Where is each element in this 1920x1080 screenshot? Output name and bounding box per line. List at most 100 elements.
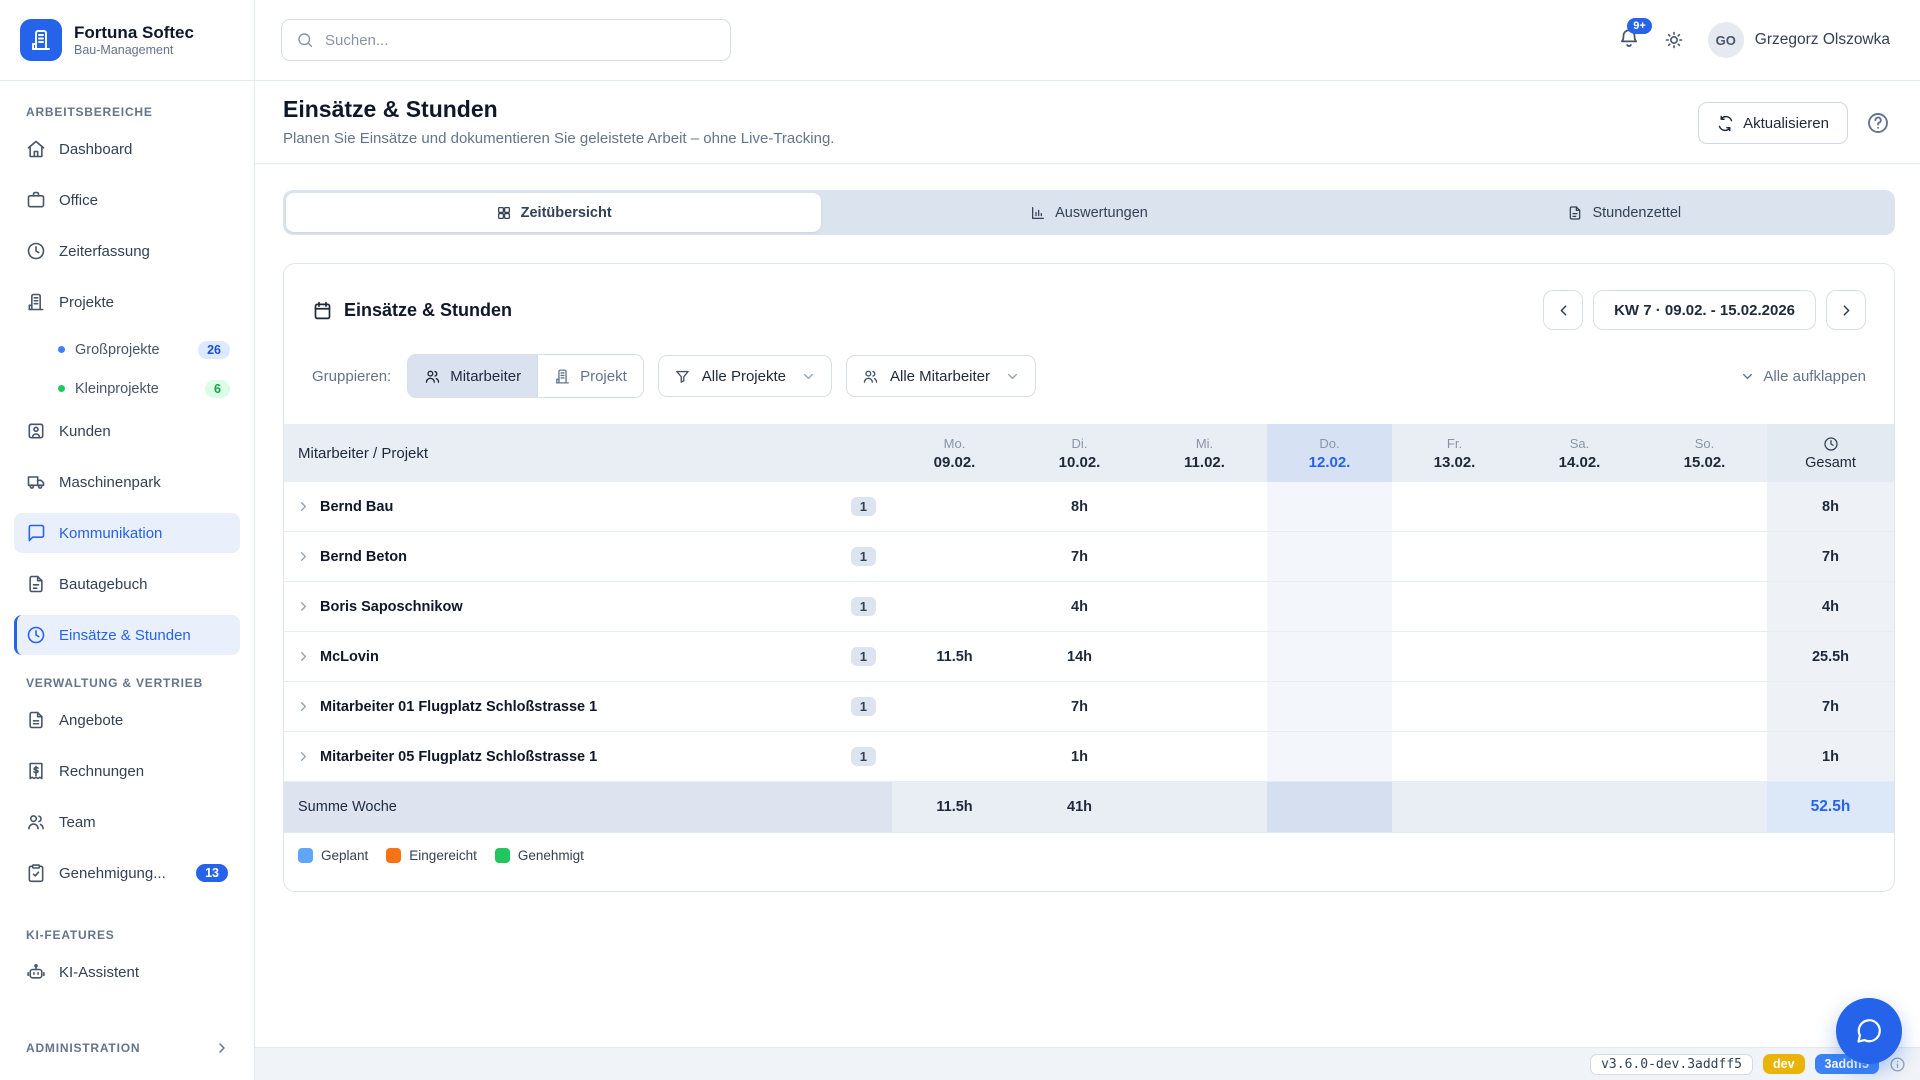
expand-row-chevron-icon[interactable] [296,499,311,514]
sidebar-item-maschinenpark[interactable]: Maschinenpark [14,462,240,502]
day-cell[interactable] [1642,682,1767,731]
day-cell[interactable] [1517,482,1642,531]
table-row[interactable]: Mitarbeiter 05 Flugplatz Schloßstrasse 1… [284,732,1894,782]
chat-fab-button[interactable] [1836,998,1902,1064]
search-input[interactable] [325,31,716,49]
day-cell-today[interactable] [1267,682,1392,731]
tab-zeituebersicht[interactable]: Zeitübersicht [286,193,822,232]
expand-row-chevron-icon[interactable] [296,599,311,614]
sidebar-item-kleinprojekte[interactable]: Kleinprojekte 6 [14,372,240,405]
help-button[interactable] [1866,111,1890,135]
day-cell[interactable] [892,582,1017,631]
sidebar-section-administration[interactable]: ADMINISTRATION [26,1040,240,1056]
day-cell[interactable] [892,482,1017,531]
day-cell[interactable] [1142,582,1267,631]
day-cell[interactable] [1142,732,1267,781]
employees-filter-dropdown[interactable]: Alle Mitarbeiter [845,355,1037,397]
table-row[interactable]: McLovin 1 11.5h 14h 25.5h [284,632,1894,682]
sidebar-item-team[interactable]: Team [14,802,240,842]
expand-row-chevron-icon[interactable] [296,649,311,664]
sidebar-item-einsaetze-stunden[interactable]: Einsätze & Stunden [14,615,240,655]
day-cell[interactable]: 1h [1071,748,1088,765]
day-cell[interactable] [1642,632,1767,681]
day-cell[interactable] [1392,682,1517,731]
day-cell[interactable] [1392,732,1517,781]
day-cell[interactable] [1392,482,1517,531]
day-cell[interactable] [892,732,1017,781]
day-cell[interactable] [1517,682,1642,731]
sidebar-item-rechnungen[interactable]: Rechnungen [14,751,240,791]
week-navigation: KW 7 · 09.02. - 15.02.2026 [1543,290,1866,330]
day-cell[interactable] [1517,582,1642,631]
sidebar-item-projekte[interactable]: Projekte [14,282,240,322]
day-cell[interactable]: 14h [1067,648,1092,665]
day-cell[interactable]: 7h [1071,698,1088,715]
tab-stundenzettel[interactable]: Stundenzettel [1357,193,1892,232]
expand-row-chevron-icon[interactable] [296,749,311,764]
sidebar-item-office[interactable]: Office [14,180,240,220]
day-cell[interactable] [1642,532,1767,581]
message-circle-icon [1855,1017,1883,1045]
table-row[interactable]: Bernd Beton 1 7h 7h [284,532,1894,582]
day-cell[interactable] [1517,732,1642,781]
day-cell[interactable]: 11.5h [936,648,973,665]
user-menu[interactable]: GO Grzegorz Olszowka [1707,22,1890,58]
row-total: 7h [1767,532,1894,581]
day-cell[interactable] [892,532,1017,581]
week-range-button[interactable]: KW 7 · 09.02. - 15.02.2026 [1593,290,1816,330]
row-total: 7h [1767,682,1894,731]
day-cell[interactable] [1642,482,1767,531]
group-by-mitarbeiter[interactable]: Mitarbeiter [408,355,538,397]
day-cell[interactable] [1392,582,1517,631]
day-cell[interactable]: 4h [1071,598,1088,615]
day-cell[interactable]: 7h [1071,548,1088,565]
sidebar-item-dashboard[interactable]: Dashboard [14,129,240,169]
sidebar-item-kommunikation[interactable]: Kommunikation [14,513,240,553]
day-cell-today[interactable] [1267,482,1392,531]
tab-auswertungen[interactable]: Auswertungen [821,193,1356,232]
users-icon [26,812,46,832]
sidebar-item-grossprojekte[interactable]: Großprojekte 26 [14,333,240,366]
info-icon[interactable] [1889,1056,1906,1073]
sidebar-item-bautagebuch[interactable]: Bautagebuch [14,564,240,604]
day-cell[interactable] [1142,682,1267,731]
sidebar-item-ki-assistent[interactable]: KI-Assistent [14,952,240,992]
sidebar-item-zeiterfassung[interactable]: Zeiterfassung [14,231,240,271]
next-week-button[interactable] [1826,290,1866,330]
search-box [281,19,731,61]
expand-row-chevron-icon[interactable] [296,549,311,564]
table-row[interactable]: Mitarbeiter 01 Flugplatz Schloßstrasse 1… [284,682,1894,732]
projects-filter-dropdown[interactable]: Alle Projekte [657,355,832,397]
theme-toggle-button[interactable] [1664,30,1684,50]
sidebar-item-genehmigungen[interactable]: Genehmigung... 13 [14,853,240,893]
sidebar-item-label: Team [59,813,96,831]
expand-row-chevron-icon[interactable] [296,699,311,714]
day-cell[interactable] [1142,532,1267,581]
table-header-row: Mitarbeiter / Projekt Mo. 09.02. Di. 10.02… [284,424,1894,482]
day-cell-today[interactable] [1267,582,1392,631]
day-cell[interactable] [1392,532,1517,581]
previous-week-button[interactable] [1543,290,1584,330]
day-cell[interactable] [1392,632,1517,681]
day-cell-today[interactable] [1267,632,1392,681]
day-cell[interactable] [1642,732,1767,781]
day-cell-today[interactable] [1267,532,1392,581]
sidebar-item-angebote[interactable]: Angebote [14,700,240,740]
group-by-segmented-control: Mitarbeiter Projekt [407,354,644,398]
day-cell[interactable] [1642,582,1767,631]
day-cell[interactable] [1142,482,1267,531]
card-title: Einsätze & Stunden [344,299,513,320]
table-row[interactable]: Boris Saposchnikow 1 4h 4h [284,582,1894,632]
day-cell[interactable] [1517,632,1642,681]
refresh-button[interactable]: Aktualisieren [1698,102,1848,144]
day-cell-today[interactable] [1267,732,1392,781]
day-cell[interactable] [892,682,1017,731]
table-row[interactable]: Bernd Bau 1 8h 8h [284,482,1894,532]
day-cell[interactable] [1517,532,1642,581]
notifications-button[interactable]: 9+ [1618,17,1652,54]
group-by-projekt[interactable]: Projekt [537,355,643,397]
day-cell[interactable] [1142,632,1267,681]
sidebar-item-kunden[interactable]: Kunden [14,411,240,451]
day-cell[interactable]: 8h [1071,498,1088,515]
expand-all-button[interactable]: Alle aufklappen [1740,368,1866,385]
